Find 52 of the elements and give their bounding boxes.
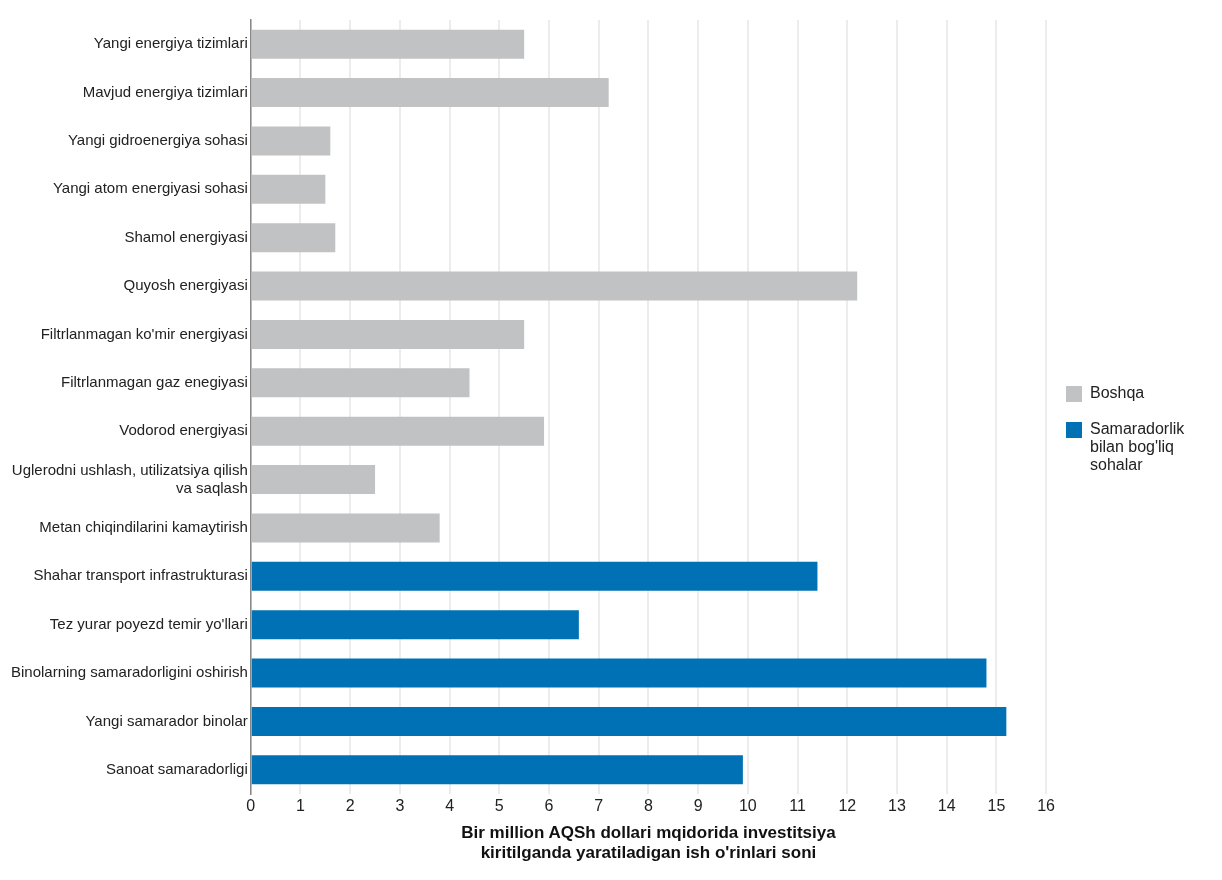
bar: [251, 174, 326, 204]
x-tick-label: 15: [987, 797, 1006, 815]
bar: [251, 658, 987, 688]
x-tick-label: 9: [693, 797, 703, 815]
x-tick-label: 16: [1037, 797, 1056, 815]
bar: [251, 29, 525, 59]
x-tick-label: 4: [445, 797, 455, 815]
bar: [251, 271, 858, 301]
x-tick-label: 13: [888, 797, 906, 815]
x-tick-label: 1: [296, 797, 306, 815]
y-tick-label: Metan chiqindilarini kamaytirish: [39, 518, 248, 536]
y-tick-label: Mavjud energiya tizimlari: [82, 82, 248, 100]
x-tick-label: 8: [643, 797, 653, 815]
bar: [251, 706, 1007, 736]
x-tick-label: 2: [345, 797, 355, 815]
legend-label: Samaradorlik bilan bog'liq sohalar: [1090, 420, 1186, 474]
x-tick-label: 12: [838, 797, 857, 815]
y-tick-label: Filtrlanmagan ko'mir energiyasi: [40, 324, 248, 342]
y-tick-label: Yangi atom energiyasi sohasi: [52, 179, 248, 197]
y-tick-label: Sanoat samaradorligi: [106, 759, 248, 777]
y-tick-label: Yangi gidroenergiya sohasi: [67, 131, 248, 149]
y-tick-label: Shahar transport infrastrukturasi: [33, 566, 248, 584]
x-tick-label: 14: [937, 797, 956, 815]
y-tick-label: Yangi energiya tizimlari: [93, 34, 248, 52]
bar: [251, 319, 525, 349]
y-tick-label: Yangi samarador binolar: [85, 711, 248, 729]
y-tick-label: Shamol energiyasi: [124, 227, 248, 245]
bar: [251, 610, 579, 640]
y-tick-label: Vodorod energiyasi: [119, 421, 248, 439]
x-tick-label: 5: [494, 797, 504, 815]
x-tick-label: 11: [789, 797, 806, 815]
bar: [251, 465, 376, 495]
bar: [251, 223, 336, 253]
y-tick-label: Tez yurar poyezd temir yo'llari: [49, 614, 248, 632]
y-tick-label: Quyosh energiyasi: [123, 276, 248, 294]
bar: [251, 126, 331, 156]
x-tick-label: 0: [246, 797, 256, 815]
y-tick-label: Uglerodni ushlash, utilizatsiya qilish va saqlash: [11, 460, 248, 496]
bar: [251, 78, 609, 108]
bar: [251, 513, 440, 543]
y-tick-label: Binolarning samaradorligini oshirish: [10, 663, 248, 681]
x-axis-title: Bir million AQSh dollari mqidorida investitsiya kiritilganda yaratiladigan ish o'rinlari soni: [461, 823, 837, 863]
bar: [251, 416, 545, 446]
bar: [251, 561, 818, 591]
x-tick-label: 6: [544, 797, 554, 815]
bar: [251, 368, 470, 398]
legend-label: Boshqa: [1090, 384, 1145, 402]
x-tick-label: 10: [738, 797, 757, 815]
y-tick-label: Filtrlanmagan gaz enegiyasi: [61, 372, 248, 390]
bar: [251, 755, 743, 785]
x-tick-label: 7: [594, 797, 604, 815]
x-tick-label: 3: [395, 797, 405, 815]
